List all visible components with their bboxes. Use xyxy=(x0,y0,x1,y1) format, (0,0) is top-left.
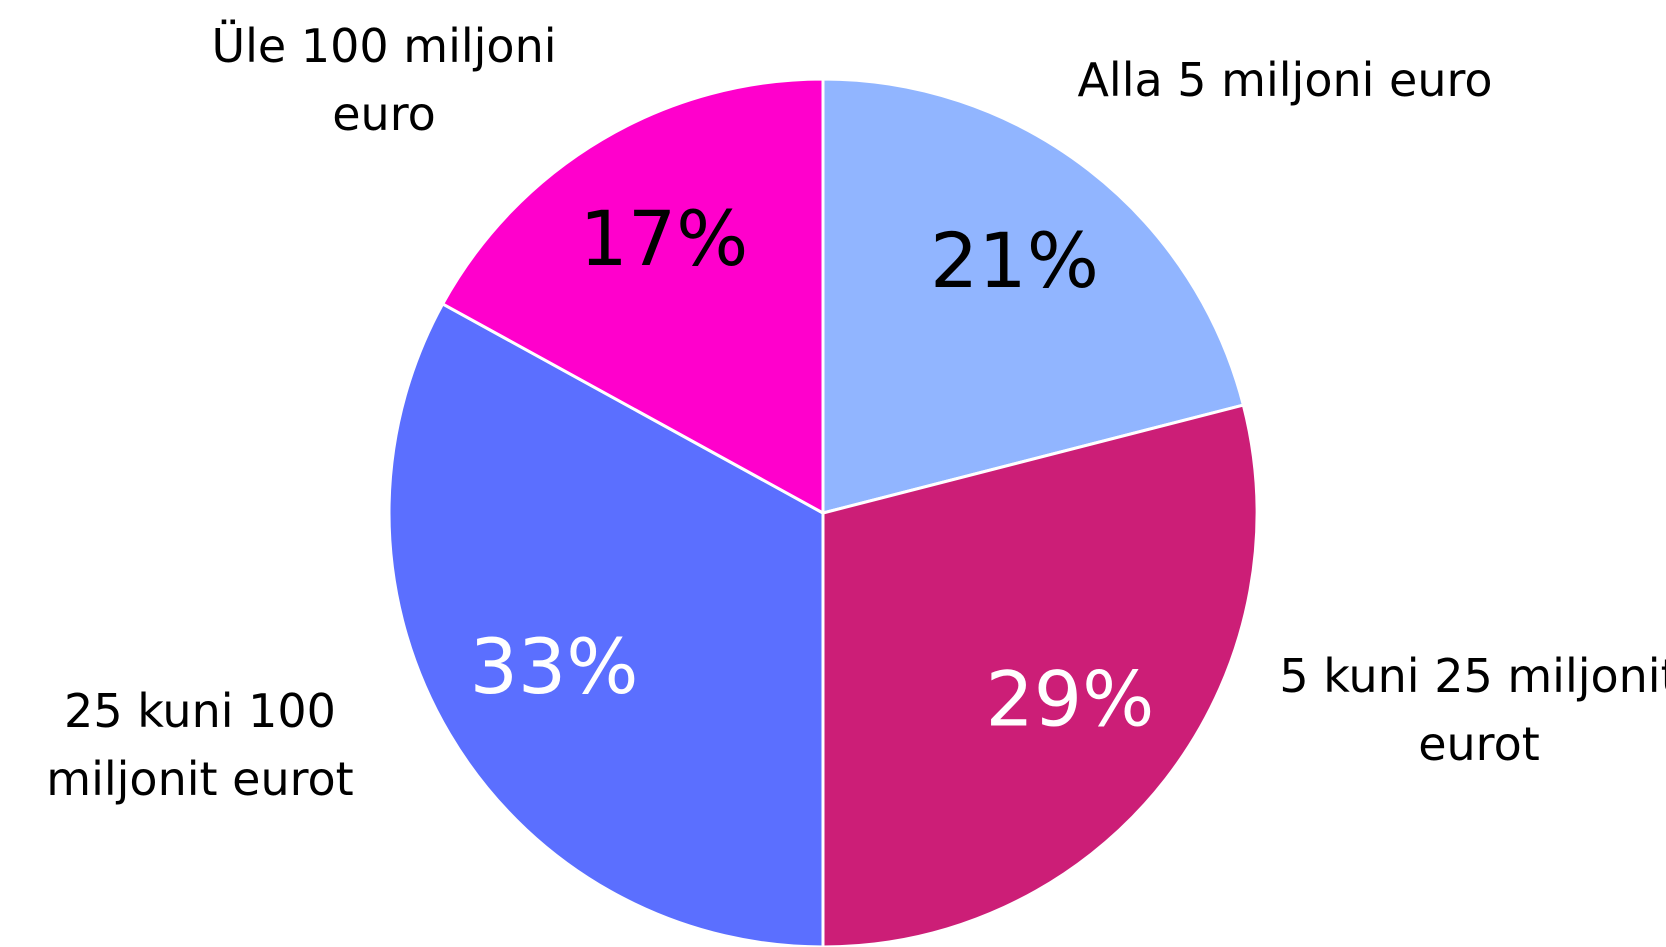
category-label: Üle 100 miljoni euro xyxy=(211,19,557,141)
category-label: Alla 5 miljoni euro xyxy=(1077,53,1493,107)
category-label: 5 kuni 25 miljonit eurot xyxy=(1279,649,1666,771)
value-label: 21% xyxy=(930,216,1099,305)
value-label: 29% xyxy=(985,655,1154,744)
pie-slice xyxy=(387,301,825,947)
category-label: 25 kuni 100 miljonit eurot xyxy=(46,684,354,806)
value-label: 17% xyxy=(579,194,748,283)
value-label: 33% xyxy=(470,622,639,711)
pie-slice xyxy=(821,77,1246,515)
pie-slice xyxy=(440,77,825,516)
pie-slice xyxy=(821,403,1259,947)
